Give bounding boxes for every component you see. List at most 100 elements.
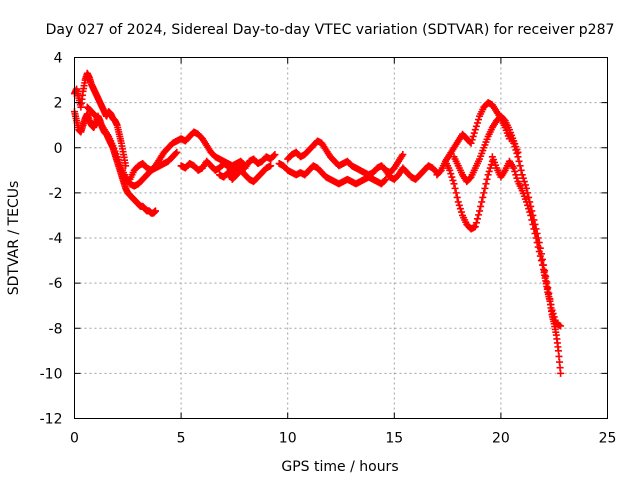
data-point (446, 166, 454, 174)
x-tick-label: 5 (177, 431, 186, 447)
data-point (472, 219, 480, 227)
data-point (382, 175, 390, 183)
data-point (511, 143, 519, 151)
data-point (457, 208, 465, 216)
data-point (477, 202, 485, 210)
data-point (522, 184, 530, 192)
data-point (455, 201, 463, 209)
data-point (542, 272, 550, 280)
data-point (454, 198, 462, 206)
x-tick-label: 15 (385, 431, 403, 447)
data-point (521, 181, 529, 189)
data-point (512, 171, 520, 179)
data-point (447, 170, 455, 178)
data-point (485, 167, 493, 175)
y-tick-label: -4 (49, 231, 63, 247)
data-point (480, 189, 488, 197)
x-tick-label: 10 (279, 431, 297, 447)
y-axis-title: SDTVAR / TECUs (6, 181, 22, 296)
data-point (456, 205, 464, 213)
data-point (399, 151, 407, 159)
data-point (536, 244, 544, 252)
data-point (451, 184, 459, 192)
grid-layer (74, 57, 608, 419)
data-point (529, 211, 537, 219)
data-point (545, 289, 553, 297)
data-point (473, 119, 481, 127)
data-point (473, 215, 481, 223)
data-point (548, 306, 556, 314)
data-point (530, 216, 538, 224)
data-point (449, 176, 457, 184)
data-point (381, 176, 389, 184)
data-point (538, 255, 546, 263)
data-point (486, 164, 494, 172)
data-point (540, 261, 548, 269)
y-tick-label: -8 (49, 321, 63, 337)
data-point (549, 310, 557, 318)
y-tick-label: 0 (54, 141, 63, 157)
data-point (534, 234, 542, 242)
x-tick-label: 25 (599, 431, 617, 447)
data-point (510, 164, 518, 172)
data-point (512, 146, 520, 154)
data-point (467, 139, 475, 147)
data-point (483, 175, 491, 183)
data-point (535, 239, 543, 247)
data-point (152, 207, 160, 215)
y-tick-label: -10 (40, 366, 63, 382)
data-point (524, 189, 532, 197)
data-point (551, 316, 559, 324)
series-evening-dip (441, 157, 496, 233)
data-point (448, 173, 456, 181)
data-point (173, 148, 181, 156)
data-point (518, 171, 526, 179)
data-point (515, 157, 523, 165)
data-point (475, 211, 483, 219)
series-morning-band-a (126, 128, 249, 183)
series-morning-band-c (215, 162, 275, 186)
x-tick-label: 0 (70, 431, 79, 447)
chart-title: Day 027 of 2024, Sidereal Day-to-day VTE… (46, 22, 615, 38)
x-axis-title: GPS time / hours (281, 459, 398, 475)
data-point (519, 174, 527, 182)
data-point (528, 207, 536, 215)
data-point (270, 152, 278, 160)
series-early-arc-lower (71, 108, 160, 217)
data-point (510, 139, 518, 147)
data-point (527, 202, 535, 210)
data-point (468, 136, 476, 144)
data-point (526, 198, 534, 206)
series-early-arc-upper (71, 69, 130, 170)
data-point (514, 153, 522, 161)
data-point (453, 193, 461, 201)
data-points-layer (71, 69, 565, 377)
data-point (544, 284, 552, 292)
data-point (531, 220, 539, 228)
data-point (478, 198, 486, 206)
data-point (475, 116, 483, 124)
data-point (484, 171, 492, 179)
data-point (472, 122, 480, 130)
series-late-decline-b (505, 130, 565, 330)
data-point (547, 301, 555, 309)
data-point (533, 229, 541, 237)
data-point (469, 132, 477, 140)
y-tick-label: 4 (54, 51, 63, 67)
data-point (481, 184, 489, 192)
data-point (557, 369, 565, 377)
data-point (532, 225, 540, 233)
data-point (513, 174, 521, 182)
data-point (550, 313, 558, 321)
data-point (546, 295, 554, 303)
data-point (516, 162, 524, 170)
y-tick-label: 2 (54, 96, 63, 112)
y-tick-label: -2 (49, 186, 63, 202)
data-point (537, 250, 545, 258)
data-point (479, 193, 487, 201)
data-point (511, 167, 519, 175)
series-early-arc-mid (83, 103, 181, 190)
data-point (172, 149, 180, 157)
